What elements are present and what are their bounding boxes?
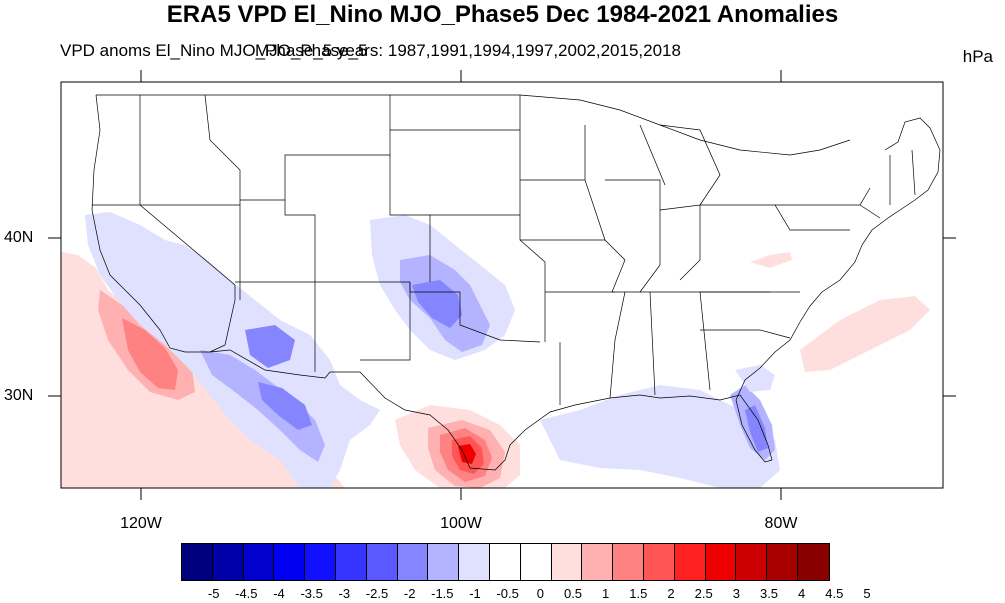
map-subtitle: VPD anoms El_Nino MJO_Phase_5 years: 198… — [60, 41, 681, 60]
colorbar-tick-label: -0.5 — [496, 586, 519, 601]
colorbar-swatch — [305, 544, 336, 580]
colorbar-swatch — [243, 544, 275, 580]
colorbar-swatch — [767, 544, 798, 580]
colorbar-swatch — [674, 544, 706, 580]
colorbar-tick-label: 4.5 — [825, 586, 844, 601]
colorbar-swatch — [397, 544, 429, 580]
colorbar-swatch — [643, 544, 675, 580]
colorbar-swatch — [366, 544, 398, 580]
colorbar-swatch — [551, 544, 583, 580]
axis-ticks — [48, 70, 956, 500]
atlantic-anomaly — [800, 296, 930, 372]
colorbar — [181, 543, 830, 581]
colorbar-tick-label: 3 — [732, 586, 740, 601]
florida-neg-strong — [745, 405, 768, 452]
lon-label-100w: 100W — [440, 515, 482, 532]
colorbar-swatch — [459, 544, 490, 580]
subtitle-overlap-text: MJO_Phase_5 — [255, 41, 368, 60]
anomaly-map — [48, 70, 956, 500]
texas-hotspot-peak — [458, 444, 476, 464]
colorbar-swatch — [489, 544, 521, 580]
colorbar-tick-label: 3.5 — [759, 586, 779, 601]
colorbar-tick-label: 2 — [667, 586, 675, 601]
colorbar-tick-label: 5 — [863, 586, 871, 601]
colorbar-swatch — [182, 544, 213, 580]
colorbar-tick-label: -5 — [207, 586, 220, 601]
lon-label-120w: 120W — [120, 515, 162, 532]
units-label: hPa — [962, 47, 993, 66]
colorbar-swatch — [274, 544, 306, 580]
colorbar-tick-label: 1.5 — [629, 586, 648, 601]
lat-label-30n: 30N — [4, 387, 34, 404]
colorbar-tick-label: -1 — [469, 586, 481, 601]
lon-label-80w: 80W — [764, 515, 798, 532]
colorbar-swatch — [212, 544, 244, 580]
state-boundaries — [91, 94, 941, 471]
colorbar-swatch — [582, 544, 614, 580]
colorbar-tick-label: 2.5 — [694, 586, 713, 601]
colorbar-tick-label: -4.5 — [235, 586, 258, 601]
colorbar-swatch — [335, 544, 367, 580]
colorbar-tick-label: 4 — [798, 586, 806, 601]
colorbar-swatch — [520, 544, 552, 580]
colorbar-swatch — [797, 544, 829, 580]
colorbar-swatch — [428, 544, 460, 580]
plot-frame — [60, 81, 944, 489]
colorbar-tick-label: 1 — [602, 586, 610, 601]
colorbar-tick-label: -2.5 — [365, 586, 389, 601]
colorbar-tick-label: -1.5 — [431, 586, 454, 601]
map-title: ERA5 VPD El_Nino MJO_Phase5 Dec 1984-202… — [166, 1, 839, 28]
sonora-neg-strong — [258, 382, 312, 430]
pacific-anomaly-strong — [122, 318, 178, 390]
colorbar-tick-label: 0 — [536, 586, 544, 601]
colorbar-tick-label: -2 — [403, 586, 416, 601]
southwest-neg-medium — [200, 350, 325, 462]
colorbar-tick-label: 0.5 — [563, 586, 583, 601]
atlantic-anomaly-north — [750, 252, 792, 268]
colorbar-tick-label: -3.5 — [300, 586, 323, 601]
colorbar-swatch — [736, 544, 768, 580]
colorbar-tick-label: -4 — [273, 586, 285, 601]
colorbar-swatch — [613, 544, 644, 580]
colorbar-labels: -5 -4.5 -4 -3.5 -3 -2.5 -2 -1.5 -1 -0.5 0 0.5 1 1.5 2 2… — [181, 586, 871, 603]
southeast-neg-light — [735, 365, 775, 392]
lat-label-40n: 40N — [4, 229, 34, 246]
colorbar-swatch — [705, 544, 737, 580]
colorbar-tick-label: -3 — [338, 586, 351, 601]
arizona-neg-strong — [245, 325, 295, 368]
gulf-neg-light — [540, 385, 780, 488]
